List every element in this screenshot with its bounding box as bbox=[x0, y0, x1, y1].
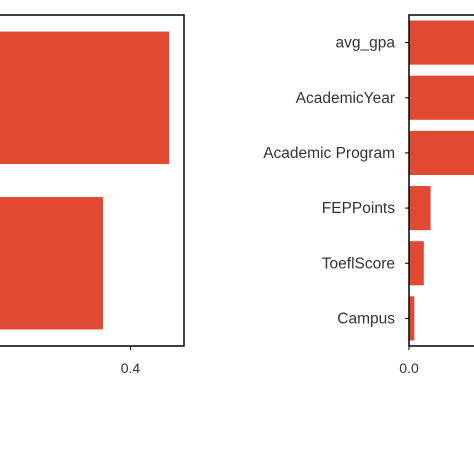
y-tick-label: Academic Program bbox=[263, 145, 395, 162]
x-tick-label: 0.4 bbox=[121, 360, 141, 376]
bar-series-1 bbox=[0, 31, 170, 164]
y-tick-label: avg_gpa bbox=[336, 35, 396, 52]
axes-frame bbox=[408, 14, 474, 347]
bar-campus bbox=[409, 296, 415, 341]
y-tick-label: AcademicYear bbox=[296, 90, 395, 107]
y-tick-label: FEPPoints bbox=[322, 200, 395, 217]
bar-academicyear bbox=[409, 75, 474, 120]
left-panel: 0.4 bbox=[0, 14, 185, 376]
axes-frame bbox=[0, 14, 185, 347]
bar-series-2 bbox=[0, 197, 104, 330]
y-tick-label: ToeflScore bbox=[322, 255, 395, 272]
bar-academic-program bbox=[409, 130, 474, 175]
right-panel: avg_gpa AcademicYear Academic Program FEPPo… bbox=[263, 14, 474, 376]
x-tick-label: 0.0 bbox=[399, 360, 419, 376]
bar-toeflscore bbox=[409, 241, 424, 286]
bar-feppoints bbox=[409, 186, 431, 231]
y-tick-label: Campus bbox=[337, 310, 395, 327]
bar-avg_gpa bbox=[409, 20, 474, 65]
